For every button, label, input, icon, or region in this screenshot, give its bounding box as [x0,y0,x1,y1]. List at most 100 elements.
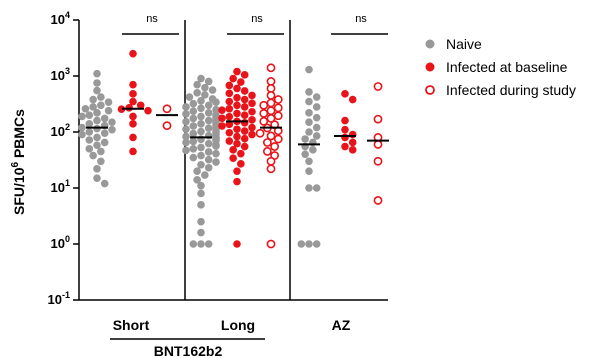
data-point [312,103,321,111]
data-point [373,114,383,124]
data-point [229,74,237,83]
data-point [341,125,349,134]
data-point [189,107,198,116]
data-point [212,142,220,150]
data-point [233,139,241,148]
data-point [233,125,241,134]
data-point [189,137,198,146]
data-point [266,77,276,86]
data-point [305,240,313,248]
data-point [182,117,190,126]
data-point [233,240,241,248]
y-ticks: 10-1 100 101 102 103 104 [48,10,79,307]
data-point [240,118,249,127]
y-tick-label: 101 [51,178,70,195]
data-point [240,127,249,135]
data-point [305,184,313,192]
data-point [136,101,145,110]
data-point [255,128,265,138]
data-point [182,103,190,111]
data-point [212,98,220,107]
data-point [104,98,113,107]
data-point [341,90,349,98]
significance-label: ns [251,13,263,25]
data-point [212,158,220,166]
data-point [189,129,198,138]
significance-label: ns [146,13,158,25]
data-point [218,114,226,123]
data-point [237,160,245,168]
data-point [78,123,86,132]
data-point [197,151,205,160]
data-point [100,179,109,188]
data-point [266,63,276,73]
data-point [182,132,190,141]
data-point [93,79,101,87]
data-point [305,65,313,74]
data-point [185,93,194,101]
data-point [266,131,276,141]
data-point [204,155,213,164]
data-point [266,91,276,100]
data-point [78,112,86,121]
data-point [93,69,101,78]
data-point [259,100,269,110]
legend-marker-during [425,85,435,95]
data-point [240,111,249,119]
data-point [182,146,190,155]
data-point [182,110,190,118]
data-point [197,201,205,209]
data-point [212,149,220,158]
data-point [248,123,256,132]
data-point [162,121,172,131]
data-point [129,97,137,106]
data-point [237,78,245,86]
data-point [312,93,321,101]
data-point [233,167,241,175]
data-point [229,146,237,154]
data-point [266,156,276,166]
data-point [93,86,101,95]
data-point [266,164,276,174]
data-point [197,160,205,169]
data-point [373,140,383,149]
data-point [201,83,209,92]
data-point [233,132,241,141]
data-point [312,123,321,132]
data-point [100,138,109,147]
data-point [104,106,113,115]
data-point [233,67,241,76]
data-point [85,136,94,144]
data-point [204,240,213,248]
data-point [273,95,283,104]
data-point [240,95,249,104]
data-point [240,71,249,79]
data-point [305,109,313,117]
data-point [312,113,321,122]
data-point [204,77,213,86]
data-point [305,88,313,96]
data-point [197,127,205,136]
data-point [189,99,198,108]
data-point [373,82,383,91]
data-point [229,154,237,163]
data-point [108,125,116,134]
data-point [225,120,234,129]
data-point [341,116,349,125]
group-label-az: AZ [332,317,351,333]
data-point [129,133,137,142]
legend-label-during: Infected during study [446,82,576,98]
data-point [93,124,101,133]
legend-marker-baseline [425,62,435,72]
median-lines [86,107,389,146]
data-point [197,189,205,198]
data-point [197,217,205,226]
data-points [78,49,383,249]
data-point [197,181,205,190]
data-point [266,84,276,93]
data-point [259,108,269,118]
data-point [197,143,205,152]
data-point [204,101,213,110]
data-point [204,163,213,172]
data-point [100,129,109,138]
